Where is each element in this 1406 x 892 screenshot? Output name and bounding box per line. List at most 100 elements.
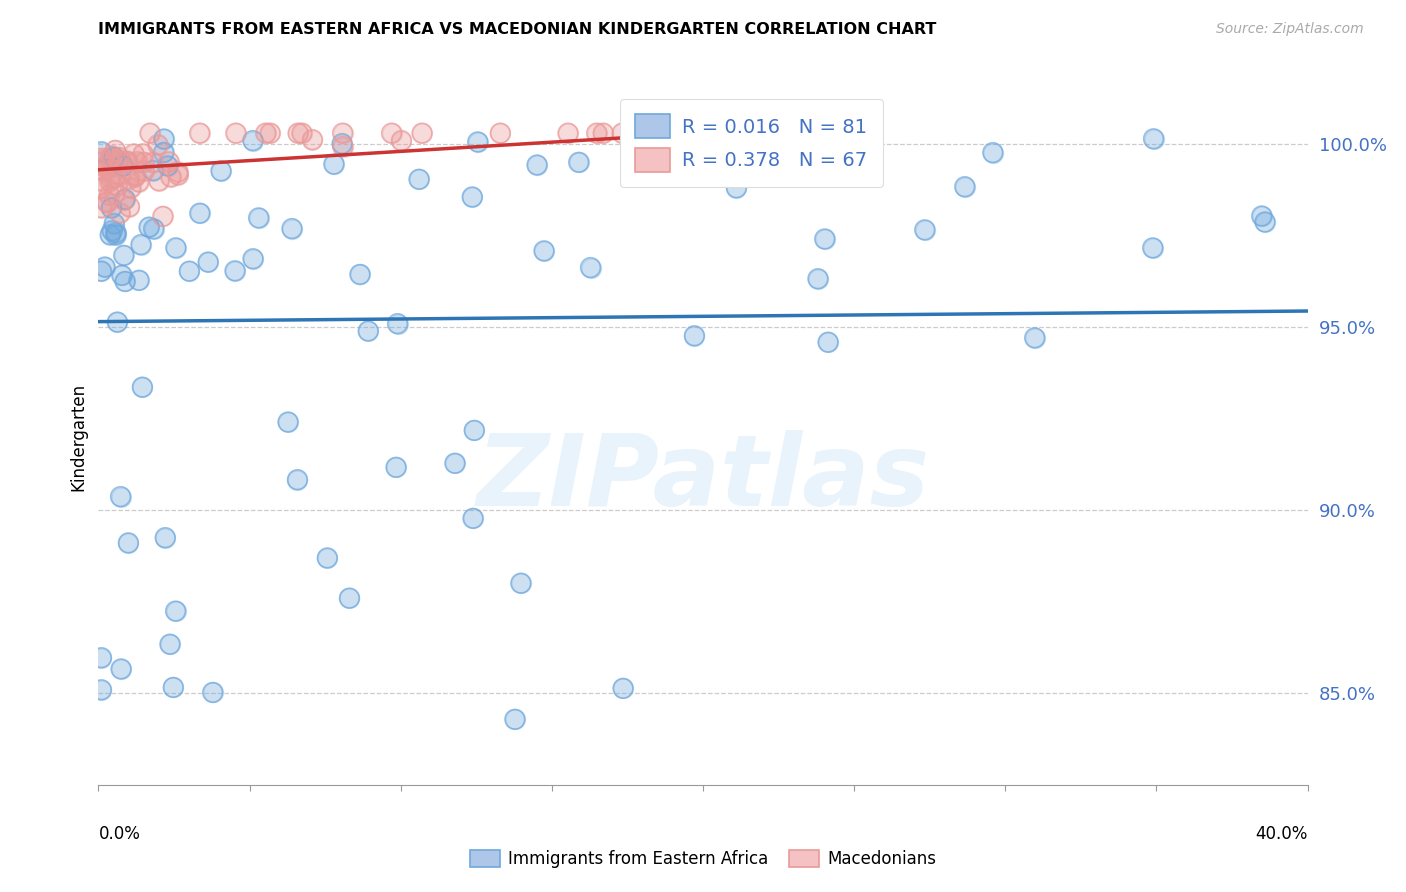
Point (1142, 132, 1164, 146)
Point (225, 126, 247, 140)
Point (385, 460, 408, 475)
Point (114, 193, 136, 207)
Point (124, 168, 146, 182)
Point (489, 126, 512, 140)
Point (259, 126, 281, 140)
Point (114, 193, 136, 207)
Point (90, 155, 112, 169)
Point (111, 268, 134, 283)
Point (90, 264, 112, 278)
Point (104, 227, 127, 242)
Point (814, 232, 837, 246)
Point (127, 154, 149, 169)
Point (155, 531, 177, 545)
Point (152, 145, 174, 160)
Point (287, 126, 309, 140)
Point (127, 154, 149, 169)
Point (526, 158, 548, 172)
Point (108, 151, 131, 165)
Point (124, 169, 146, 184)
Point (94, 161, 117, 175)
Point (156, 159, 179, 173)
Point (332, 139, 354, 153)
Point (96, 194, 118, 209)
Point (568, 155, 591, 169)
Point (814, 232, 837, 246)
Point (138, 220, 160, 235)
Point (122, 147, 145, 161)
Point (94, 260, 117, 274)
Point (101, 223, 124, 237)
Point (349, 268, 371, 282)
Point (152, 145, 174, 160)
Point (142, 222, 165, 236)
Point (301, 133, 323, 147)
Point (509, 576, 531, 591)
Point (132, 146, 155, 161)
Point (391, 134, 413, 148)
Point (579, 260, 602, 275)
Point (557, 126, 579, 140)
Point (105, 315, 128, 329)
Point (156, 159, 179, 173)
Point (1024, 331, 1046, 345)
Point (349, 268, 371, 282)
Point (444, 456, 467, 470)
Point (242, 252, 264, 266)
Point (380, 126, 402, 140)
Point (585, 126, 607, 140)
Point (93, 153, 115, 167)
Point (114, 275, 136, 289)
Point (461, 511, 484, 525)
Point (197, 255, 219, 269)
Point (100, 171, 122, 186)
Point (142, 155, 165, 169)
Text: 40.0%: 40.0% (1256, 825, 1308, 843)
Point (98, 188, 121, 202)
Point (281, 221, 304, 235)
Point (322, 157, 344, 171)
Point (96, 195, 118, 210)
Point (247, 211, 270, 225)
Point (132, 155, 155, 169)
Point (138, 220, 160, 235)
Point (94, 159, 117, 173)
Point (242, 252, 264, 266)
Point (291, 126, 314, 140)
Point (118, 200, 141, 214)
Point (225, 126, 247, 140)
Point (117, 155, 139, 169)
Point (103, 171, 125, 186)
Point (110, 662, 132, 676)
Point (387, 317, 409, 331)
Point (152, 210, 174, 224)
Point (146, 137, 169, 152)
Point (114, 275, 136, 289)
Point (461, 511, 484, 525)
Point (90, 181, 112, 195)
Point (129, 237, 152, 252)
Point (120, 181, 142, 195)
Point (291, 126, 314, 140)
Point (111, 155, 134, 169)
Point (131, 380, 153, 394)
Point (157, 154, 180, 169)
Point (128, 273, 150, 287)
Point (444, 456, 467, 470)
Point (247, 211, 270, 225)
Point (152, 210, 174, 224)
Point (463, 424, 485, 438)
Point (1254, 215, 1277, 229)
Point (131, 380, 153, 394)
Point (139, 126, 162, 140)
Point (568, 155, 591, 169)
Point (132, 155, 155, 169)
Point (612, 681, 634, 696)
Point (209, 164, 232, 178)
Point (90, 682, 112, 697)
Point (159, 637, 181, 651)
Point (124, 168, 146, 182)
Point (165, 604, 187, 618)
Point (100, 149, 122, 163)
Point (725, 180, 748, 194)
